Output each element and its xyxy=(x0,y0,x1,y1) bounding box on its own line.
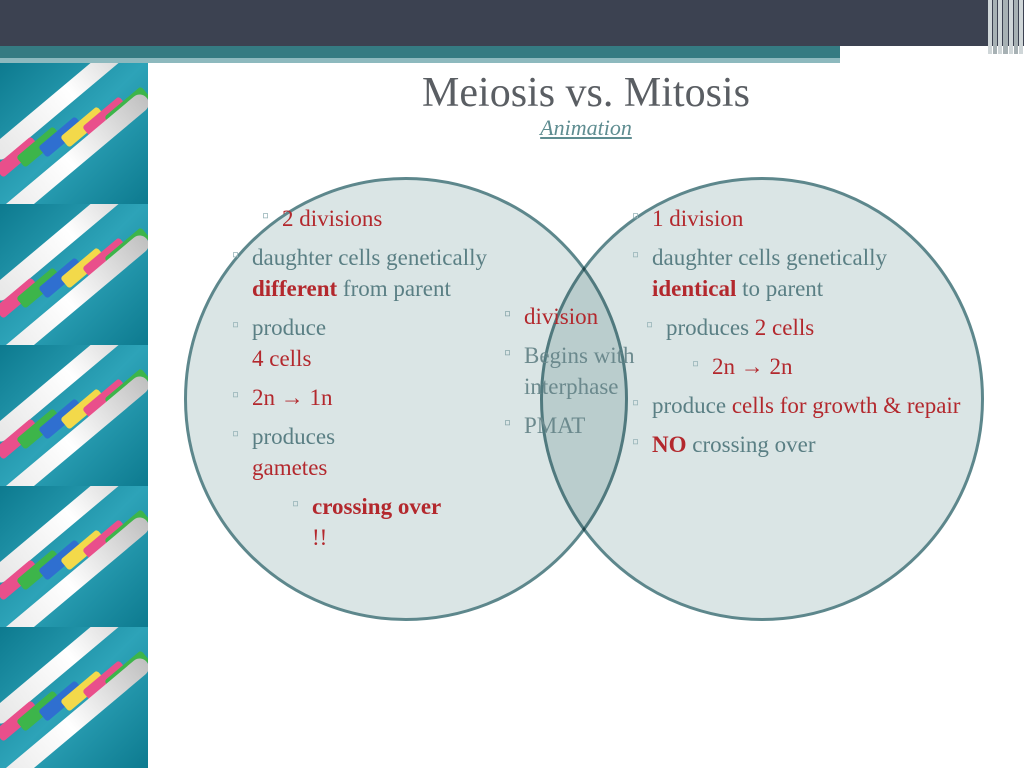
animation-link[interactable]: Animation xyxy=(148,115,1024,141)
list-item: produces gametes xyxy=(232,421,512,483)
mitosis-list: 1 division daughter cells genetically ide… xyxy=(632,203,962,468)
list-item: crossing over!! xyxy=(292,491,512,553)
venn-diagram: 2 divisions daughter cells genetically di… xyxy=(148,149,1024,709)
corner-decoration xyxy=(988,0,1024,54)
list-item: produces 2 cells xyxy=(646,312,962,343)
meiosis-list: 2 divisions daughter cells genetically di… xyxy=(232,203,512,561)
list-item: 2n → 2n xyxy=(692,351,962,382)
slide-title: Meiosis vs. Mitosis xyxy=(148,69,1024,117)
list-item: produce 4 cells xyxy=(232,312,512,374)
list-item: NO crossing over xyxy=(632,429,962,460)
dna-tile xyxy=(0,204,148,345)
list-item: 2n → 1n xyxy=(232,382,512,413)
list-item: produce cells for growth & repair xyxy=(632,390,962,421)
list-item: 1 division xyxy=(632,203,962,234)
list-item: daughter cells genetically identical to … xyxy=(632,242,962,304)
top-bar xyxy=(0,0,1024,46)
dna-tile xyxy=(0,486,148,627)
accent-bar-teal xyxy=(0,46,840,58)
dna-tile xyxy=(0,627,148,768)
list-item: daughter cells genetically different fro… xyxy=(232,242,512,304)
dna-tile xyxy=(0,345,148,486)
list-item: 2 divisions xyxy=(262,203,512,234)
dna-sidebar xyxy=(0,63,148,768)
dna-tile xyxy=(0,63,148,204)
slide-content: Meiosis vs. Mitosis Animation 2 division… xyxy=(148,63,1024,768)
